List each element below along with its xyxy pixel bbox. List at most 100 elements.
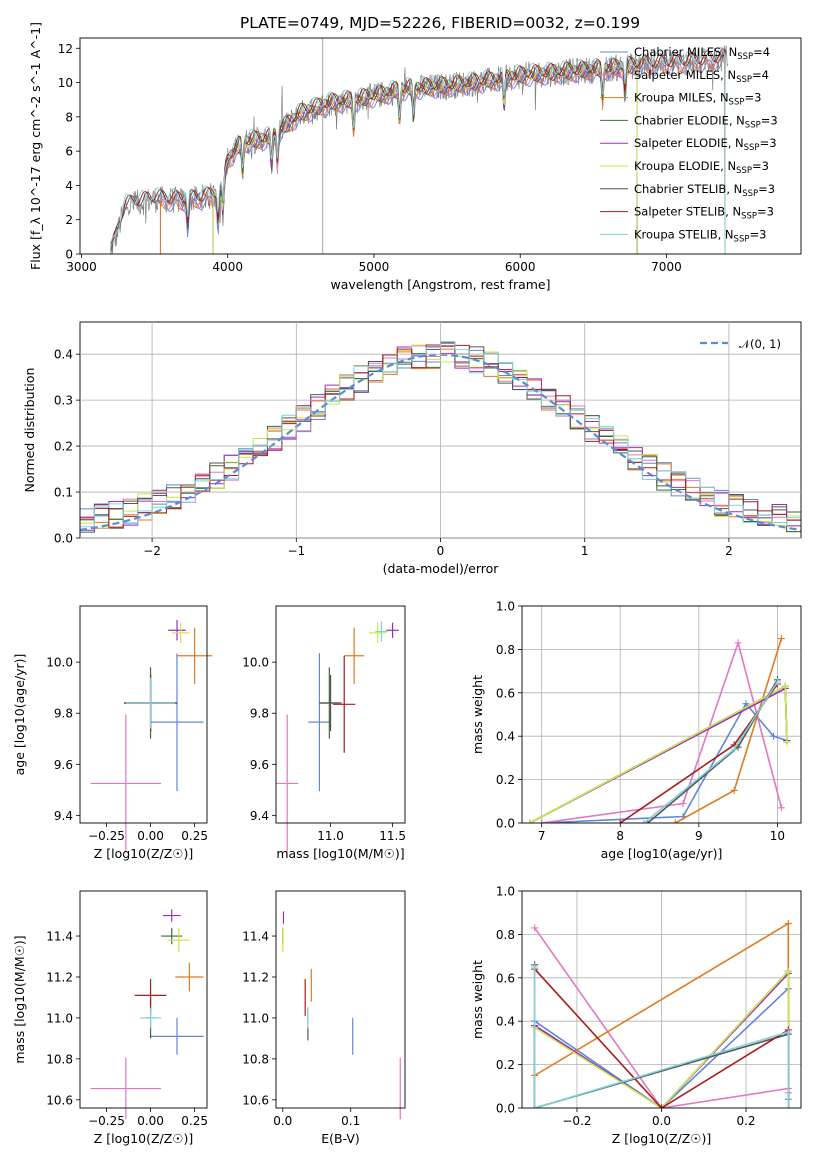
plot-frame [79, 605, 208, 824]
y-tick-label: 0.4 [54, 348, 73, 362]
legend-count: =3 [761, 113, 778, 127]
legend-subscript: SSP [745, 120, 761, 130]
age-vs-metallicity-panel: −0.25 0.00 0.25 9.4 9.6 9.8 10.0 Z [log10(Z/Z☉)… [12, 605, 213, 861]
y-tick-label: 0.0 [496, 1102, 515, 1116]
y-tick-label: 10.8 [46, 1052, 73, 1066]
y-tick-label: 0.2 [54, 440, 73, 454]
legend-label: Salpeter ELODIE, NSSP=3 [634, 136, 777, 153]
x-axis-label: E(B-V) [321, 1131, 360, 1146]
legend-text: Chabrier ELODIE, N [634, 113, 745, 127]
x-axis-label: Z [log10(Z/Z☉)] [94, 846, 194, 861]
weight-vs-metallicity-panel: −0.2 0.0 0.2 0.0 0.2 0.4 0.6 0.8 1.0 Z [log10(Z/Z… [470, 885, 802, 1146]
weight-point-marker [531, 924, 539, 932]
weight-series-line [541, 640, 783, 823]
weight-lines [531, 920, 792, 1108]
y-tick-label: 0.8 [496, 928, 515, 942]
x-tick-label: 4000 [212, 260, 243, 274]
x-tick-label: −0.25 [88, 829, 125, 843]
weight-point-marker [531, 1104, 539, 1108]
weight-point-marker [526, 819, 534, 823]
y-tick-label: 11.2 [46, 970, 73, 984]
x-tick-label: −0.2 [562, 1114, 591, 1128]
y-tick-label: 9.4 [250, 809, 269, 823]
model-spectrum [110, 48, 726, 254]
y-tick-label: 11.2 [242, 970, 269, 984]
legend-label: Chabrier ELODIE, NSSP=3 [634, 113, 778, 130]
y-tick-label: 0 [65, 248, 73, 262]
legend-text: Chabrier STELIB, N [634, 182, 742, 196]
weight-series-line [533, 967, 790, 1108]
legend-subscript: SSP [742, 189, 758, 199]
x-tick-label: 0.0 [652, 1114, 671, 1128]
y-tick-label: 10.6 [46, 1093, 73, 1107]
legend-subscript: SSP [736, 166, 752, 176]
y-tick-label: 0.8 [496, 643, 515, 657]
legend-text: Salpeter MILES, N [634, 68, 736, 82]
x-tick-label: −0.25 [88, 1114, 125, 1128]
weight-point-marker [671, 819, 679, 823]
legend-label: 𝒩(0, 1) [739, 337, 781, 351]
x-axis-label: Z [log10(Z/Z☉)] [94, 1131, 194, 1146]
y-tick-label: 6 [65, 145, 73, 159]
x-tick-label: 2 [725, 544, 733, 558]
y-tick-label: 2 [65, 213, 73, 227]
legend-label: Salpeter STELIB, NSSP=3 [634, 205, 774, 222]
age-vs-mass-panel: 11.0 11.5 9.4 9.6 9.8 10.0 mass [log10(M/M☉)] [242, 605, 406, 861]
y-tick-label: 1.0 [496, 885, 515, 899]
legend-subscript: SSP [741, 212, 757, 222]
y-tick-label: 8 [65, 110, 73, 124]
legend-count: =3 [744, 91, 761, 105]
legend-count: =3 [760, 136, 777, 150]
legend-subscript: SSP [734, 234, 750, 244]
weight-point-marker [531, 963, 539, 971]
y-tick-label: 0.2 [496, 773, 515, 787]
y-tick-label: 9.8 [250, 707, 269, 721]
y-tick-label: 10.8 [242, 1052, 269, 1066]
x-tick-label: 0.25 [181, 1114, 208, 1128]
y-tick-label: 10.0 [46, 656, 73, 670]
y-tick-label: 0.4 [496, 1015, 515, 1029]
legend-text: Chabrier MILES, N [634, 45, 737, 59]
y-tick-label: 10 [58, 76, 73, 90]
x-tick-label: 0 [437, 544, 445, 558]
y-tick-label: 9.8 [54, 707, 73, 721]
y-tick-label: 10.6 [242, 1093, 269, 1107]
y-tick-label: 9.6 [250, 758, 269, 772]
legend-text: Kroupa STELIB, N [634, 227, 734, 241]
y-tick-label: 0.0 [54, 532, 73, 546]
weight-point-marker [640, 819, 648, 823]
legend-count: =4 [753, 45, 770, 59]
legend-subscript: SSP [744, 143, 760, 153]
y-tick-label: 4 [65, 179, 73, 193]
spectrum-panel: 3000 4000 5000 6000 7000 0 2 4 6 8 10 12 wavelength … [28, 22, 802, 292]
y-axis-label: mass weight [470, 960, 485, 1039]
weight-series-line [529, 684, 788, 823]
weight-point-marker [777, 635, 785, 643]
y-axis-label: mass [log10(M/M☉)] [12, 935, 27, 1063]
y-tick-label: 11.0 [46, 1011, 73, 1025]
x-axis-label: wavelength [Angstrom, rest frame] [330, 277, 550, 292]
legend-label: Kroupa STELIB, NSSP=3 [634, 227, 766, 244]
y-tick-label: 9.6 [54, 758, 73, 772]
legend-text: Salpeter ELODIE, N [634, 136, 744, 150]
weight-point-marker [769, 732, 777, 740]
x-tick-label: 0.0 [273, 1114, 292, 1128]
weight-point-marker [679, 799, 687, 807]
x-tick-label: 11.5 [379, 829, 406, 843]
y-axis-label: Flux [f_λ 10^-17 erg cm^-2 s^-1 A^-1] [28, 22, 43, 270]
plot-frame [79, 37, 802, 255]
mass-vs-extinction-panel: 0.0 0.1 10.6 10.8 11.0 11.2 11.4 E(B-V) [242, 890, 406, 1146]
x-tick-label: 0.2 [736, 1114, 755, 1128]
y-tick-label: 0.1 [54, 486, 73, 500]
weight-point-marker [783, 739, 791, 747]
legend-label: Kroupa MILES, NSSP=3 [634, 91, 761, 108]
weight-point-marker [658, 1104, 665, 1108]
weight-series-line [674, 638, 783, 823]
model-spectrum [159, 56, 726, 254]
y-axis-label: Normed distribution [22, 368, 37, 493]
weight-point-marker [784, 1028, 792, 1036]
weight-point-marker [777, 804, 785, 812]
legend-subscript: SSP [737, 52, 753, 62]
x-tick-label: 10 [770, 829, 785, 843]
